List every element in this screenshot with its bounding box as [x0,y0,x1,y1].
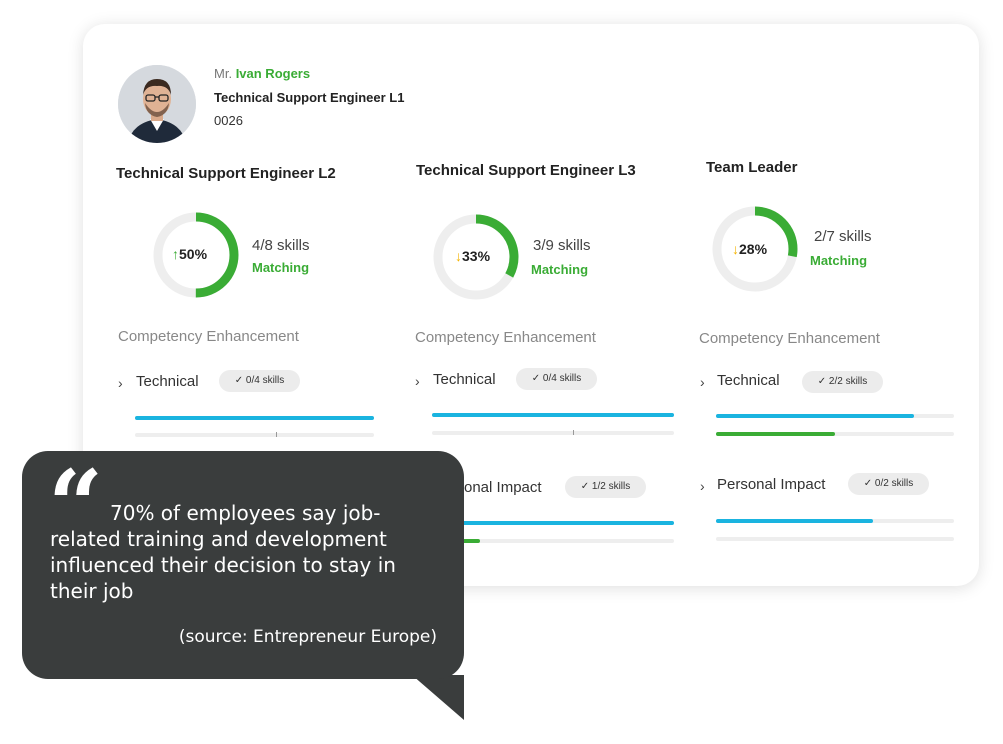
match-percentage: ↓28% [732,241,768,257]
match-ring [433,214,519,300]
chevron-right-icon[interactable]: › [118,375,123,391]
progress-fill [432,521,674,525]
match-percentage: ↓33% [455,248,491,264]
section-technical[interactable]: Technical [717,372,780,389]
skills-badge: ✓ 2/2 skills [802,371,883,393]
matching-label: Matching [531,262,589,277]
target-role-title[interactable]: Technical Support Engineer L3 [416,162,636,179]
skills-badge: ✓ 1/2 skills [565,476,646,498]
check-icon: ✓ [234,375,246,386]
match-ring [153,212,239,298]
section-technical[interactable]: Technical [136,373,199,390]
match-percentage: ↑50% [172,246,208,262]
target-role-title[interactable]: Technical Support Engineer L2 [116,165,336,182]
avatar [118,65,196,143]
competency-heading: Competency Enhancement [118,328,299,345]
progress-fill [716,414,914,418]
quote-source: (source: Entrepreneur Europe) [178,627,437,647]
salutation: Mr. [214,66,233,81]
employee-name: Mr. Ivan Rogers [214,66,310,81]
arrow-down-icon: ↓ [732,241,739,257]
secondary-track [135,433,374,437]
target-role-title[interactable]: Team Leader [706,159,798,176]
skills-count: 2/7 skills [814,228,872,245]
midpoint-tick [276,432,277,437]
competency-heading: Competency Enhancement [415,329,596,346]
quote-icon: “ [48,449,104,562]
chevron-right-icon[interactable]: › [415,373,420,389]
skills-count: 4/8 skills [252,237,310,254]
matching-label: Matching [810,253,868,268]
matching-label: Matching [252,260,310,275]
check-icon: ✓ [531,373,543,384]
secondary-track [432,539,674,543]
skills-badge: ✓ 0/2 skills [848,473,929,495]
check-icon: ✓ [817,376,829,387]
skills-badge: ✓ 0/4 skills [219,370,300,392]
midpoint-tick [573,430,574,435]
chevron-right-icon[interactable]: › [700,478,705,494]
quote-text: 70% of employees say job-related trainin… [50,501,396,603]
section-personal-impact[interactable]: onal Impact [464,479,542,496]
secondary-track [432,431,674,435]
quote-bubble [22,451,464,679]
secondary-track [716,432,954,436]
check-icon: ✓ [863,478,875,489]
section-technical[interactable]: Technical [433,371,496,388]
chevron-right-icon[interactable]: › [700,374,705,390]
employee-id: 0026 [214,113,243,128]
check-icon: ✓ [580,481,592,492]
progress-fill [716,519,873,523]
employee-role: Technical Support Engineer L1 [214,90,405,105]
secondary-track [716,537,954,541]
section-personal-impact[interactable]: Personal Impact [717,476,826,493]
secondary-fill [716,432,835,436]
competency-heading: Competency Enhancement [699,330,880,347]
arrow-up-icon: ↑ [172,246,179,262]
progress-fill [135,416,374,420]
match-ring [712,206,798,292]
employee-name-link[interactable]: Ivan Rogers [235,66,311,81]
arrow-down-icon: ↓ [455,248,462,264]
skills-badge: ✓ 0/4 skills [516,368,597,390]
skills-count: 3/9 skills [533,237,591,254]
progress-fill [432,413,674,417]
